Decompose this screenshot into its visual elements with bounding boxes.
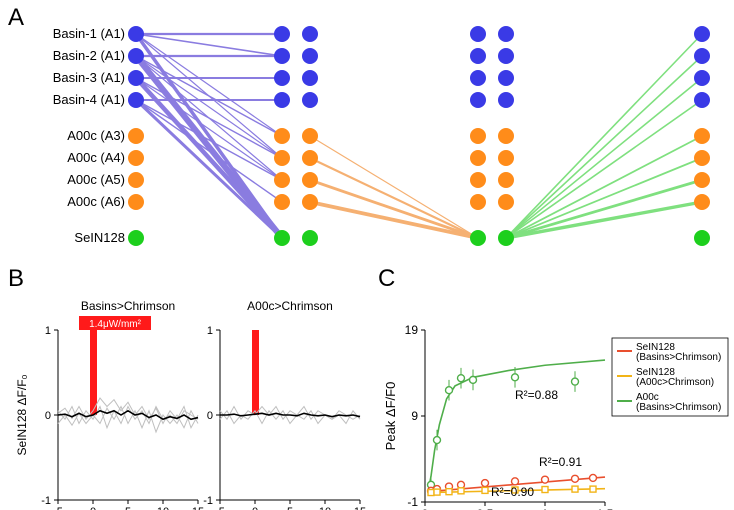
svg-text:(Basins>Chrimson): (Basins>Chrimson) <box>636 402 721 413</box>
svg-text:(A00c>Chrimson): (A00c>Chrimson) <box>636 377 714 388</box>
svg-text:Basin-3 (A1): Basin-3 (A1) <box>53 70 125 85</box>
svg-text:Peak ΔF/F0: Peak ΔF/F0 <box>383 382 398 451</box>
svg-text:5: 5 <box>125 506 131 510</box>
svg-text:A00c>Chrimson: A00c>Chrimson <box>247 299 333 313</box>
svg-text:0: 0 <box>90 506 96 510</box>
svg-text:1.4μW/mm²: 1.4μW/mm² <box>89 319 142 330</box>
svg-text:-1: -1 <box>41 495 51 507</box>
svg-text:A00c (A3): A00c (A3) <box>67 128 125 143</box>
svg-text:R²=0.91: R²=0.91 <box>539 455 582 469</box>
svg-text:1: 1 <box>207 325 213 337</box>
svg-text:Basin-2 (A1): Basin-2 (A1) <box>53 48 125 63</box>
svg-text:0: 0 <box>207 410 213 422</box>
svg-text:R²=0.90: R²=0.90 <box>491 485 534 499</box>
svg-text:SeIN128: SeIN128 <box>74 230 125 245</box>
svg-text:10: 10 <box>319 506 331 510</box>
svg-text:0: 0 <box>252 506 258 510</box>
svg-text:15: 15 <box>354 506 366 510</box>
svg-text:R²=0.88: R²=0.88 <box>515 388 558 402</box>
svg-text:Basins>Chrimson: Basins>Chrimson <box>81 299 175 313</box>
svg-text:19: 19 <box>405 323 419 337</box>
svg-text:9: 9 <box>411 409 418 423</box>
svg-text:A00c (A4): A00c (A4) <box>67 150 125 165</box>
svg-text:1: 1 <box>45 325 51 337</box>
svg-text:-5: -5 <box>215 506 225 510</box>
svg-text:A00c (A5): A00c (A5) <box>67 172 125 187</box>
svg-text:Basin-4 (A1): Basin-4 (A1) <box>53 92 125 107</box>
svg-text:5: 5 <box>287 506 293 510</box>
panel-a-diagram: Basin-1 (A1) Basin-2 (A1) Basin-3 (A1) Basi… <box>0 0 734 260</box>
svg-text:SeIN128 ΔF/F₀: SeIN128 ΔF/F₀ <box>15 374 29 455</box>
panel-c-plot: 00.511.5-1919Irradiance (μW/mm²)Peak ΔF/… <box>378 270 734 510</box>
svg-text:Basin-1 (A1): Basin-1 (A1) <box>53 26 125 41</box>
svg-text:0: 0 <box>45 410 51 422</box>
panel-b-plots: Basins>Chrimson1.4μW/mm²-5051015-101Time… <box>0 270 380 510</box>
svg-text:10: 10 <box>157 506 169 510</box>
svg-text:-1: -1 <box>407 495 418 509</box>
svg-text:A00c (A6): A00c (A6) <box>67 194 125 209</box>
svg-text:-5: -5 <box>53 506 63 510</box>
svg-text:-1: -1 <box>203 495 213 507</box>
svg-text:(Basins>Chrimson): (Basins>Chrimson) <box>636 352 721 363</box>
